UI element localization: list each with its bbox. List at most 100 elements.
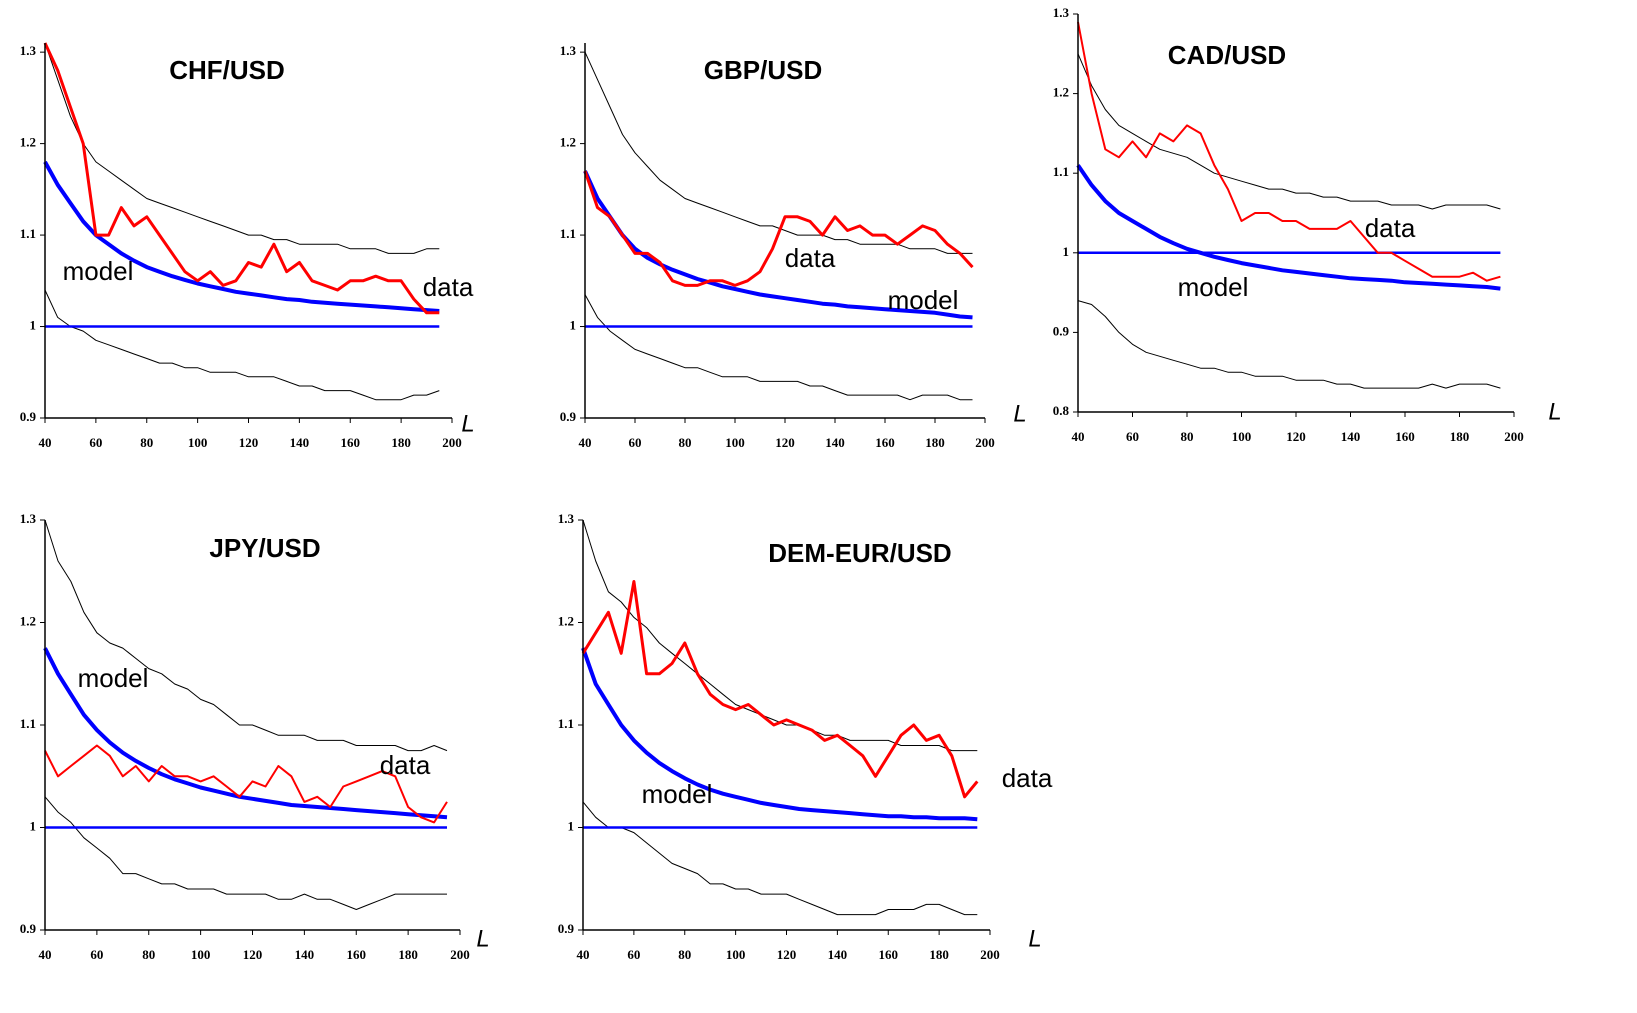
y-tick-label: 1.3: [20, 511, 37, 526]
series-line: [584, 51, 973, 254]
series-line: [1076, 164, 1501, 291]
series-label: model: [1178, 272, 1249, 302]
x-tick-label: 100: [725, 435, 745, 450]
series-line: [44, 519, 448, 752]
x-tick-label: 80: [1181, 429, 1194, 444]
x-tick-label: 120: [777, 947, 797, 962]
x-tick-label: 140: [290, 435, 310, 450]
series-line: [1077, 53, 1501, 210]
x-tick-label: 40: [1072, 429, 1085, 444]
series-label: data: [1365, 213, 1416, 243]
series-label: model: [78, 663, 149, 693]
x-tick-label: 60: [627, 947, 640, 962]
x-tick-label: 180: [925, 435, 945, 450]
x-tick-label: 40: [577, 947, 590, 962]
y-tick-label: 1.2: [1053, 85, 1069, 100]
y-tick-label: 0.9: [1053, 323, 1070, 338]
x-axis-label: L: [461, 410, 474, 437]
series-line: [583, 170, 974, 287]
series-line: [43, 42, 440, 315]
series-line: [44, 796, 447, 910]
x-tick-label: 80: [140, 435, 153, 450]
x-tick-label: 180: [391, 435, 411, 450]
chart-title: GBP/USD: [704, 55, 822, 85]
x-tick-label: 60: [90, 947, 103, 962]
x-tick-label: 100: [726, 947, 746, 962]
x-tick-label: 120: [239, 435, 259, 450]
x-axis-label: L: [1013, 400, 1026, 427]
x-tick-label: 140: [828, 947, 848, 962]
x-axis-label: L: [1028, 925, 1041, 952]
y-tick-label: 1: [1063, 244, 1070, 259]
series-label: model: [63, 256, 134, 286]
x-tick-label: 80: [142, 947, 155, 962]
chart-title: CAD/USD: [1168, 40, 1286, 70]
x-tick-label: 60: [1126, 429, 1139, 444]
series-line: [44, 744, 448, 824]
series-label: model: [642, 779, 713, 809]
y-tick-label: 0.9: [20, 921, 37, 936]
x-tick-label: 200: [1504, 429, 1524, 444]
series-label: data: [785, 243, 836, 273]
series-label: data: [423, 272, 474, 302]
series-line: [584, 294, 973, 401]
series-line: [44, 289, 440, 401]
x-tick-label: 200: [450, 947, 470, 962]
x-tick-label: 80: [679, 435, 692, 450]
x-tick-label: 160: [879, 947, 899, 962]
x-tick-label: 100: [191, 947, 211, 962]
x-tick-label: 180: [929, 947, 949, 962]
y-tick-label: 1.3: [1053, 5, 1070, 20]
x-tick-label: 140: [295, 947, 315, 962]
chart-title: CHF/USD: [169, 55, 285, 85]
series-line: [43, 160, 440, 313]
y-tick-label: 1.1: [560, 226, 576, 241]
series-line: [583, 170, 973, 320]
series-label: data: [1002, 763, 1053, 793]
series-line: [1077, 21, 1501, 282]
chart-title: JPY/USD: [209, 533, 320, 563]
x-tick-label: 40: [39, 947, 52, 962]
y-tick-label: 1.3: [20, 43, 37, 58]
x-tick-label: 200: [975, 435, 995, 450]
series-label: model: [888, 285, 959, 315]
x-axis-label: L: [1548, 398, 1561, 425]
series-line: [1077, 300, 1501, 389]
x-axis-label: L: [476, 925, 489, 952]
series-line: [43, 647, 448, 820]
y-tick-label: 0.9: [558, 921, 575, 936]
x-tick-label: 140: [1341, 429, 1361, 444]
y-tick-label: 0.9: [20, 409, 37, 424]
x-tick-label: 200: [980, 947, 1000, 962]
x-tick-label: 200: [442, 435, 462, 450]
y-tick-label: 1: [30, 318, 37, 333]
y-tick-label: 0.8: [1053, 403, 1070, 418]
x-tick-label: 120: [775, 435, 795, 450]
y-tick-label: 1.2: [20, 135, 36, 150]
series-line: [44, 42, 440, 254]
y-tick-label: 1: [570, 318, 577, 333]
x-tick-label: 100: [1232, 429, 1252, 444]
x-tick-label: 40: [579, 435, 592, 450]
series-line: [581, 580, 979, 799]
x-tick-label: 60: [89, 435, 102, 450]
x-tick-label: 60: [629, 435, 642, 450]
y-tick-label: 1.2: [560, 135, 576, 150]
y-tick-label: 1.2: [558, 613, 574, 628]
y-tick-label: 1.3: [558, 511, 575, 526]
x-tick-label: 120: [1286, 429, 1306, 444]
x-tick-label: 180: [1450, 429, 1470, 444]
y-tick-label: 1.2: [20, 613, 36, 628]
x-tick-label: 160: [1395, 429, 1415, 444]
x-tick-label: 160: [347, 947, 367, 962]
y-tick-label: 1.1: [1053, 164, 1069, 179]
x-tick-label: 80: [678, 947, 691, 962]
y-tick-label: 1.1: [20, 226, 36, 241]
y-tick-label: 1.1: [20, 716, 36, 731]
series-line: [581, 647, 978, 822]
y-tick-label: 0.9: [560, 409, 577, 424]
x-tick-label: 40: [39, 435, 52, 450]
y-tick-label: 1.3: [560, 43, 577, 58]
